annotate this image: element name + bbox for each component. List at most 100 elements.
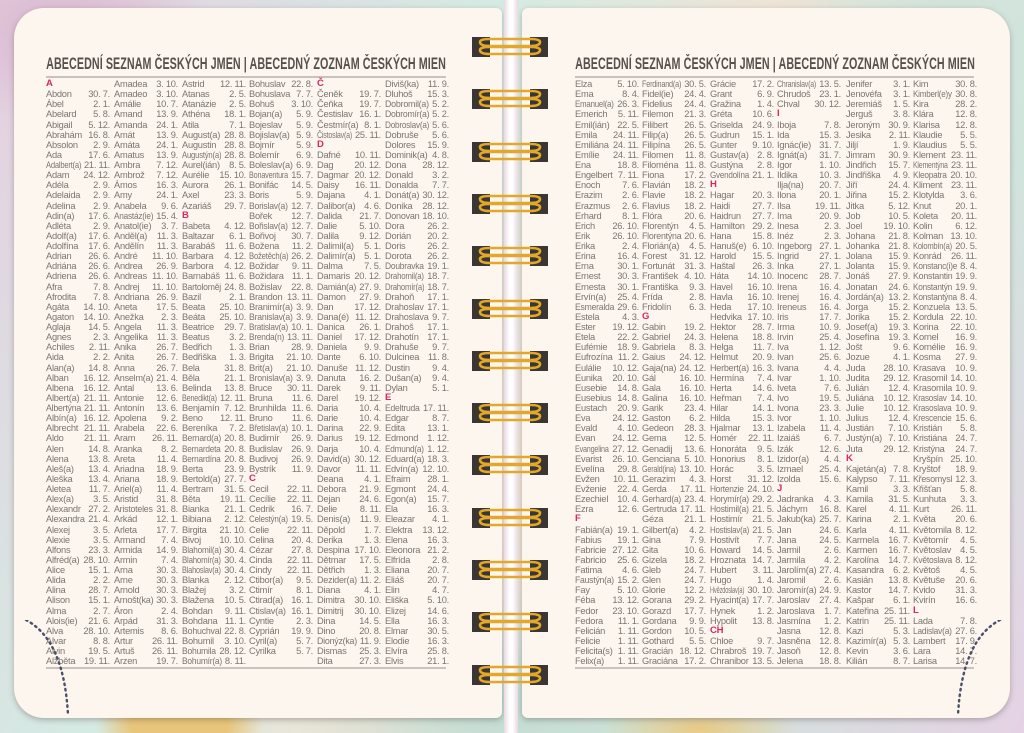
list-item: Dona 28. 12.: [385, 160, 449, 170]
name-day-date: 12. 6.: [617, 504, 639, 515]
list-item: Jaromil 2. 6.: [777, 575, 841, 585]
list-item: Eusebie 14. 8.: [575, 383, 639, 393]
list-item: Gleb 24. 7.: [642, 565, 706, 575]
name-day-date: 25. 3.: [359, 646, 381, 656]
list-item: Alice 15. 1.: [46, 565, 110, 575]
name-day-date: 27. 9.: [359, 291, 381, 302]
list-item: Elmar 30. 5.: [385, 626, 449, 636]
name-day-date: 15. 5.: [752, 251, 774, 262]
name-day-date: 23. 11.: [951, 160, 977, 170]
list-item: Alina 28. 7.: [46, 585, 110, 595]
name-day-date: 24. 7.: [955, 443, 977, 454]
name: Aristoteles: [114, 504, 153, 515]
name-day-date: 17. 2.: [684, 170, 706, 181]
name-day-date: 21. 5.: [752, 514, 774, 525]
name-day-date: 17. 6.: [88, 210, 110, 221]
list-item: Dušan(a) 9. 4.: [385, 373, 449, 383]
name: Hvězdoslav(a): [710, 585, 745, 596]
name: Bolemír: [249, 149, 280, 160]
name: Albert(a): [46, 392, 80, 403]
list-item: Arabela 22. 6.: [114, 423, 178, 433]
name-day-date: 13. 6.: [156, 403, 178, 413]
name-day-date: 21. 2.: [427, 544, 449, 555]
name-day-date: 7. 7.: [296, 89, 313, 100]
name-day-date: 14. 8.: [617, 392, 639, 403]
list-item: Andrea 26. 9.: [114, 261, 178, 271]
name: Larisa: [913, 656, 937, 667]
list-item: Daniel 17. 12.: [317, 332, 381, 342]
name: Brigita: [249, 352, 274, 363]
name-day-date: 5. 1.: [364, 251, 381, 262]
list-item: Damaris 20. 12.: [317, 271, 381, 281]
name-day-date: 4. 6.: [622, 565, 639, 575]
list-item: Juta 29. 12.: [846, 444, 910, 454]
name: Felicita(s): [575, 646, 613, 656]
list-item: Beatus 3. 2.: [182, 332, 246, 342]
list-item: Dobroslav(a) 5. 6.: [385, 120, 449, 130]
name: Forest: [642, 251, 667, 262]
list-item: Bartoloměj 24. 8.: [182, 282, 246, 292]
name-day-date: 14. 8.: [88, 362, 110, 373]
list-item: Irena 16. 4.: [777, 282, 841, 292]
list-item: Kašpar 6. 1.: [846, 595, 910, 605]
name-day-date: 13. 8.: [88, 453, 110, 464]
list-item: Eliáš 20. 7.: [385, 575, 449, 585]
name-day-date: 29. 8.: [617, 463, 639, 474]
list-item: Blažej 3. 2.: [182, 585, 246, 595]
name: Albín(a): [46, 413, 77, 424]
name: Kilián: [846, 656, 868, 667]
list-item: Ábel 2. 1.: [46, 99, 110, 109]
name-day-date: 2. 12.: [224, 575, 246, 586]
name-day-date: 22. 11.: [287, 554, 313, 565]
name: Ivana: [777, 362, 799, 373]
name-day-date: 17. 7.: [819, 311, 841, 322]
list-item: Hilda 15. 3.: [710, 413, 774, 423]
list-item: Bibiana 2. 12.: [182, 514, 246, 524]
name-day-date: 11. 12.: [355, 311, 381, 322]
name-day-date: 9. 9.: [364, 342, 381, 353]
name-day-date: 28. 8.: [224, 139, 246, 150]
list-item: Dante 6. 10.: [317, 352, 381, 362]
list-item: Filipína 26. 5.: [642, 140, 706, 150]
name: Kamil: [846, 484, 868, 494]
name: Eliška: [385, 595, 409, 606]
name-day-date: 25. 7.: [819, 514, 841, 525]
list-item: Kunhuta 3. 3.: [913, 494, 977, 504]
name-day-date: 30. 1.: [617, 261, 639, 272]
name: Konstanc(i)e: [913, 261, 958, 272]
name-day-date: 13. 10.: [950, 230, 977, 241]
name-day-date: 5. 9.: [296, 119, 313, 130]
list-item: Justýn(a) 7. 10.: [846, 433, 910, 443]
name: Atanas: [182, 89, 210, 100]
list-item: Augustin 28. 8.: [182, 140, 246, 150]
list-item: Kvido 31. 3.: [913, 585, 977, 595]
list-item: Belinda 13. 8.: [182, 383, 246, 393]
name-day-date: 8. 8.: [93, 635, 110, 646]
name: Jasmína: [777, 615, 811, 626]
name-day-date: 22. 2.: [617, 332, 639, 343]
name-day-date: 15. 1.: [88, 565, 110, 575]
name-day-date: 14. 6.: [752, 382, 774, 393]
list-item: Kristián 5. 8.: [913, 423, 977, 433]
name-day-date: 11. 8.: [684, 149, 706, 160]
list-item: Filomen 11. 8.: [642, 150, 706, 160]
list-item: Felicita(s) 1. 11.: [575, 646, 639, 656]
name-day-date: 1. 12.: [427, 433, 449, 444]
name-day-date: 7. 12.: [156, 170, 178, 181]
name: Alvar: [46, 635, 66, 646]
name: Honoráta: [710, 443, 747, 454]
name: Felicie: [575, 635, 601, 646]
name-day-date: 16. 7.: [291, 504, 313, 515]
name-day-date: 9. 9.: [689, 615, 706, 626]
name: Delie: [317, 504, 337, 515]
name-day-date: 18. 7.: [427, 281, 449, 292]
name: Eva: [575, 413, 591, 424]
list-item: Ivona 23. 3.: [777, 403, 841, 413]
name-day-date: 4. 4.: [824, 453, 841, 464]
name: Alois(ie): [46, 615, 78, 626]
list-item: Ilja(na) 20. 7.: [777, 180, 841, 190]
name: Iveta: [777, 382, 796, 393]
name-day-date: 6. 9.: [296, 149, 313, 160]
name: Adolfína: [46, 241, 79, 251]
name-day-date: 11. 7.: [752, 342, 774, 353]
